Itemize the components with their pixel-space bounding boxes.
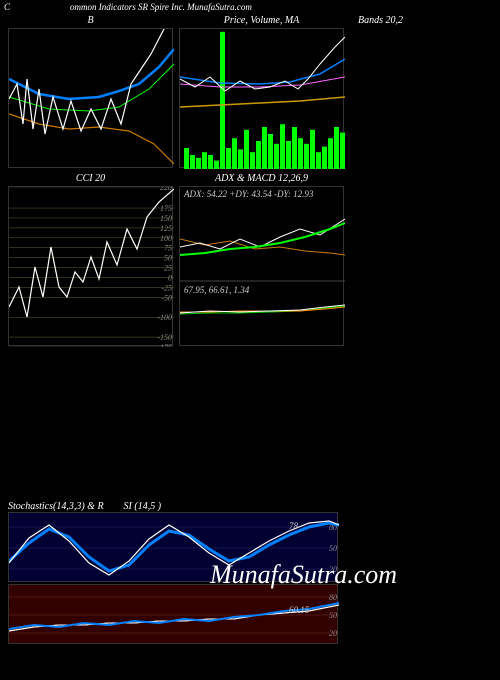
svg-text:20: 20 bbox=[329, 565, 337, 574]
svg-text:75: 75 bbox=[164, 244, 172, 253]
svg-text:78: 78 bbox=[289, 521, 299, 531]
price-ma-panel: Price, Volume, MA Bands 20,2 bbox=[179, 28, 344, 168]
svg-text:0: 0 bbox=[168, 274, 172, 283]
svg-text:-25: -25 bbox=[161, 283, 172, 292]
bands-label: Bands 20,2 bbox=[358, 15, 403, 26]
price-ma-title: Price, Volume, MA bbox=[180, 15, 343, 26]
rsi-panel: 20 50 80 60.15 bbox=[8, 584, 338, 644]
svg-text:20: 20 bbox=[329, 629, 337, 638]
bollinger-panel: B bbox=[8, 28, 173, 168]
svg-text:150: 150 bbox=[160, 214, 172, 223]
svg-text:-100: -100 bbox=[157, 313, 172, 322]
svg-text:50: 50 bbox=[164, 254, 172, 263]
stoch-title-row: Stochastics(14,3,3) & RSI (14,5 ) bbox=[8, 501, 488, 512]
svg-text:-150: -150 bbox=[157, 333, 172, 342]
svg-text:25: 25 bbox=[164, 264, 172, 273]
svg-text:50: 50 bbox=[329, 544, 337, 553]
svg-text:228: 228 bbox=[160, 187, 172, 192]
svg-text:60.15: 60.15 bbox=[289, 605, 310, 615]
stoch-panel: 205080 78 bbox=[8, 512, 338, 582]
header-center: ommon Indicators SR Spire Inc. MunafaSut… bbox=[10, 2, 496, 12]
svg-text:175: 175 bbox=[160, 204, 172, 213]
svg-text:80: 80 bbox=[329, 593, 337, 602]
chart-grid: B Price, Volume, MA Bands 20,2 CCI 20 -1… bbox=[0, 28, 500, 644]
svg-text:50: 50 bbox=[329, 611, 337, 620]
cci-panel: CCI 20 -175-150-100-50-25025507510012515… bbox=[8, 186, 173, 346]
adx-macd-panel: ADX & MACD 12,26,9 ADX: 54.22 +DY: 43.54… bbox=[179, 186, 344, 346]
svg-text:-175: -175 bbox=[157, 343, 172, 347]
svg-text:100: 100 bbox=[160, 234, 172, 243]
svg-text:ADX: 54.22 +DY: 43.54 -DY: 1: ADX: 54.22 +DY: 43.54 -DY: 12.93 bbox=[183, 189, 314, 199]
svg-text:-50: -50 bbox=[161, 293, 172, 302]
adx-title: ADX & MACD 12,26,9 bbox=[180, 173, 343, 184]
svg-text:67.95, 66.61, 1.34: 67.95, 66.61, 1.34 bbox=[184, 285, 250, 295]
bollinger-title: B bbox=[9, 15, 172, 26]
svg-text:125: 125 bbox=[160, 224, 172, 233]
cci-title: CCI 20 bbox=[9, 173, 172, 184]
